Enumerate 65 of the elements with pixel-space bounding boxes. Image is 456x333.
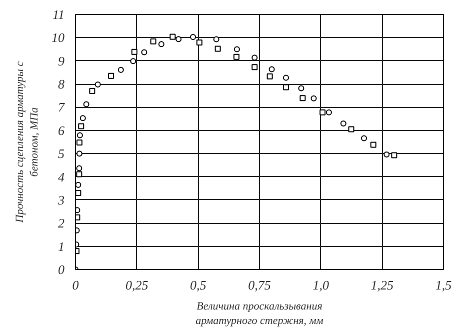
y-tick-label: 5 [58, 146, 65, 162]
point [80, 115, 86, 122]
y-tick-label: 6 [58, 122, 65, 138]
point [214, 46, 221, 52]
point [391, 152, 398, 158]
y-tick-label: 2 [58, 216, 65, 231]
y-tick-label: 7 [58, 100, 65, 115]
point [170, 34, 176, 40]
point [76, 182, 82, 188]
point [83, 101, 90, 108]
point [370, 142, 376, 148]
x-tick-label: 1,5 [435, 278, 452, 292]
point [76, 139, 82, 146]
point [282, 84, 289, 90]
point [76, 190, 82, 196]
point [298, 85, 304, 92]
y-tick-label: 11 [52, 7, 65, 22]
point [76, 171, 82, 178]
point [158, 41, 164, 48]
point [176, 36, 182, 42]
point [94, 82, 101, 88]
x-tick-label: 1,0 [312, 278, 330, 292]
y-tick-label: 10 [52, 30, 65, 46]
point [282, 74, 289, 81]
point [300, 95, 306, 102]
y-tick-label: 0 [58, 262, 65, 277]
point [340, 120, 346, 126]
point [141, 49, 148, 56]
point [320, 109, 326, 116]
point [196, 40, 202, 46]
point [252, 54, 258, 61]
point [252, 64, 258, 70]
point [384, 152, 390, 158]
point [310, 95, 317, 102]
x-tick-label: 0,5 [190, 278, 207, 292]
x-tick-label: 0 [72, 278, 80, 292]
point [233, 54, 240, 60]
point [326, 109, 332, 116]
point [150, 38, 156, 44]
point [234, 46, 240, 52]
y-tick-label: 8 [58, 76, 65, 92]
point [76, 132, 83, 138]
point [76, 165, 82, 172]
point [118, 66, 124, 73]
point [266, 73, 273, 80]
point [190, 34, 196, 40]
y-tick-label: 4 [58, 169, 65, 184]
point [361, 135, 368, 142]
point [78, 123, 84, 130]
x-tick-label: 0,75 [248, 278, 272, 292]
point [131, 48, 138, 55]
point [268, 66, 275, 72]
y-tick-label: 3 [57, 192, 65, 208]
y-tick-label: 9 [58, 53, 65, 68]
point [130, 58, 136, 64]
x-tick-label: 0,25 [125, 278, 149, 292]
x-tick-label: 1,25 [370, 278, 394, 292]
point [213, 36, 220, 42]
point [108, 72, 114, 79]
y-tick-label: 1 [58, 238, 64, 254]
point [89, 88, 96, 94]
point [76, 150, 82, 157]
y-axis-title: Прочность сцепления арматуры с бетоном, МПа [14, 61, 40, 224]
point [348, 126, 354, 132]
x-axis-title: Величина проскальзывания арматурного стержня, мм [196, 300, 324, 327]
